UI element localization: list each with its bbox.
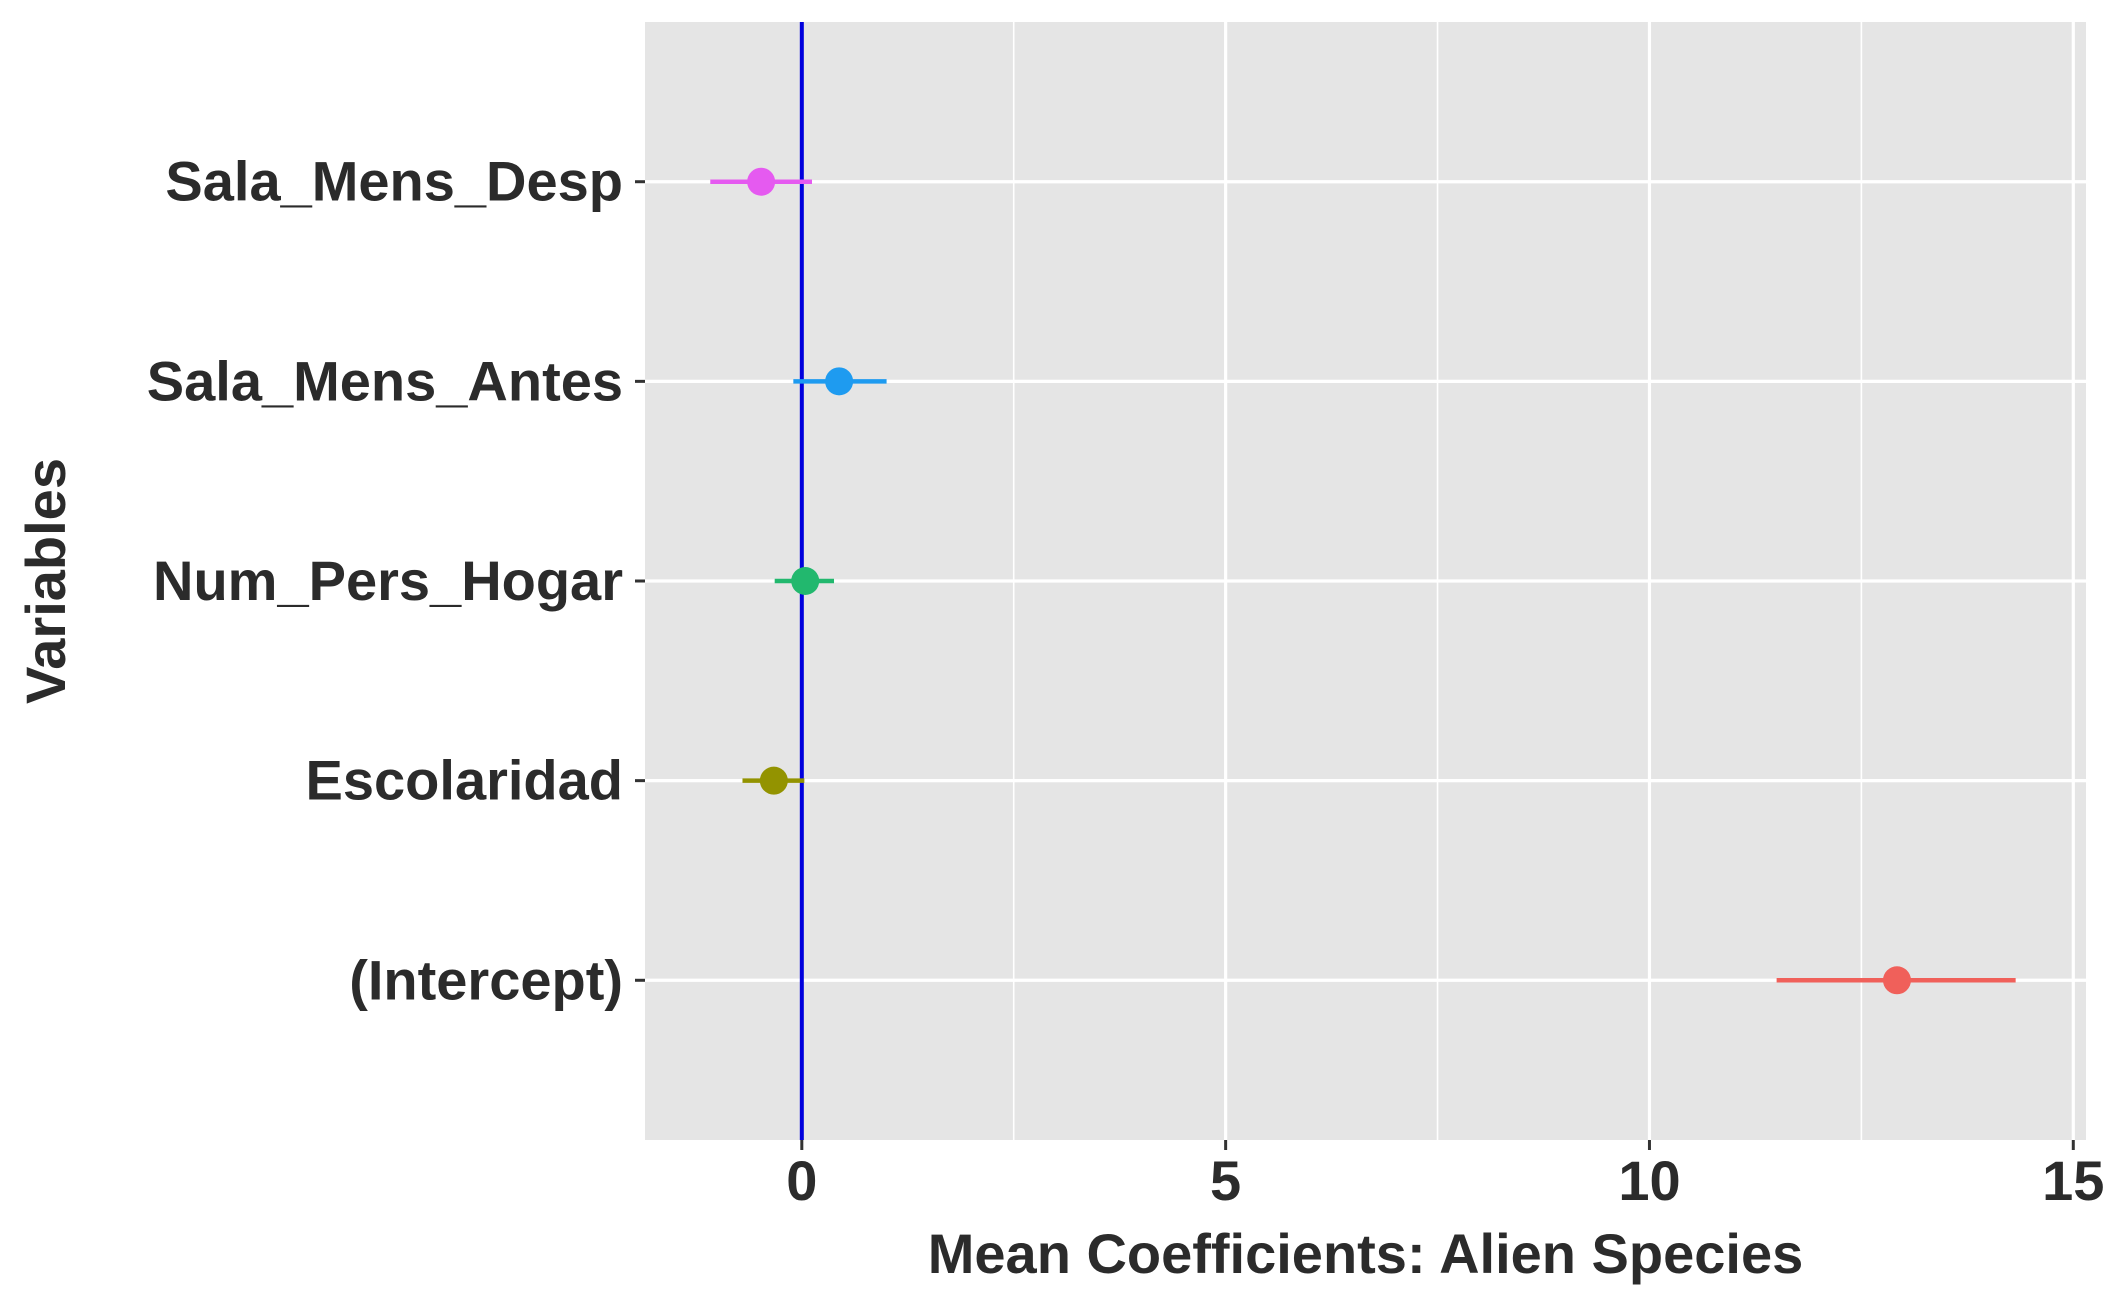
point-estimate (1883, 966, 1911, 994)
y-tick-label: Escolaridad (306, 749, 623, 812)
y-axis-title: Variables (14, 458, 77, 704)
y-tick-label: Num_Pers_Hogar (153, 549, 623, 612)
point-estimate (760, 767, 788, 795)
x-tick-label: 5 (1210, 1149, 1241, 1212)
y-tick-label: (Intercept) (349, 948, 623, 1011)
x-tick-label: 10 (1618, 1149, 1680, 1212)
point-estimate (825, 367, 853, 395)
x-tick-label: 15 (2042, 1149, 2104, 1212)
y-tick-label: Sala_Mens_Desp (165, 150, 623, 213)
x-axis-title: Mean Coefficients: Alien Species (928, 1222, 1804, 1285)
point-estimate (747, 168, 775, 196)
y-tick-label: Sala_Mens_Antes (147, 349, 623, 412)
x-tick-label: 0 (786, 1149, 817, 1212)
point-estimate (791, 567, 819, 595)
